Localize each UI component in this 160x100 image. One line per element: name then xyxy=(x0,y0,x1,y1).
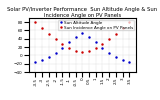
Line: Sun Altitude Angle: Sun Altitude Angle xyxy=(34,32,130,63)
Sun Altitude Angle xyxy=(35,61,36,62)
Sun Altitude Angle xyxy=(128,61,130,62)
Sun Altitude Angle xyxy=(88,36,90,37)
Sun Altitude Angle xyxy=(108,53,110,54)
Sun Incidence Angle on PV Panels xyxy=(128,22,130,23)
Sun Altitude Angle xyxy=(55,53,56,54)
Sun Incidence Angle on PV Panels xyxy=(81,52,83,53)
Sun Altitude Angle xyxy=(61,47,63,48)
Sun Altitude Angle xyxy=(95,42,97,43)
Sun Incidence Angle on PV Panels xyxy=(75,51,77,52)
Sun Altitude Angle xyxy=(75,36,77,37)
Sun Incidence Angle on PV Panels xyxy=(35,22,36,23)
Sun Incidence Angle on PV Panels xyxy=(95,47,97,48)
Sun Altitude Angle xyxy=(81,32,83,33)
Sun Incidence Angle on PV Panels xyxy=(61,43,63,44)
Sun Altitude Angle xyxy=(122,59,124,60)
Sun Incidence Angle on PV Panels xyxy=(88,51,90,52)
Sun Incidence Angle on PV Panels xyxy=(108,38,110,39)
Sun Altitude Angle xyxy=(48,57,50,58)
Line: Sun Incidence Angle on PV Panels: Sun Incidence Angle on PV Panels xyxy=(34,21,130,53)
Sun Incidence Angle on PV Panels xyxy=(68,47,70,48)
Title: Solar PV/Inverter Performance  Sun Altitude Angle & Sun Incidence Angle on PV Pa: Solar PV/Inverter Performance Sun Altitu… xyxy=(7,7,157,18)
Sun Incidence Angle on PV Panels xyxy=(55,38,56,39)
Sun Altitude Angle xyxy=(68,42,70,43)
Sun Incidence Angle on PV Panels xyxy=(41,28,43,29)
Sun Incidence Angle on PV Panels xyxy=(115,33,117,34)
Sun Altitude Angle xyxy=(102,47,104,48)
Sun Altitude Angle xyxy=(115,57,117,58)
Sun Incidence Angle on PV Panels xyxy=(122,28,124,29)
Sun Altitude Angle xyxy=(41,59,43,60)
Legend: Sun Altitude Angle, Sun Incidence Angle on PV Panels: Sun Altitude Angle, Sun Incidence Angle … xyxy=(58,20,134,30)
Sun Incidence Angle on PV Panels xyxy=(48,33,50,34)
Sun Incidence Angle on PV Panels xyxy=(102,43,104,44)
